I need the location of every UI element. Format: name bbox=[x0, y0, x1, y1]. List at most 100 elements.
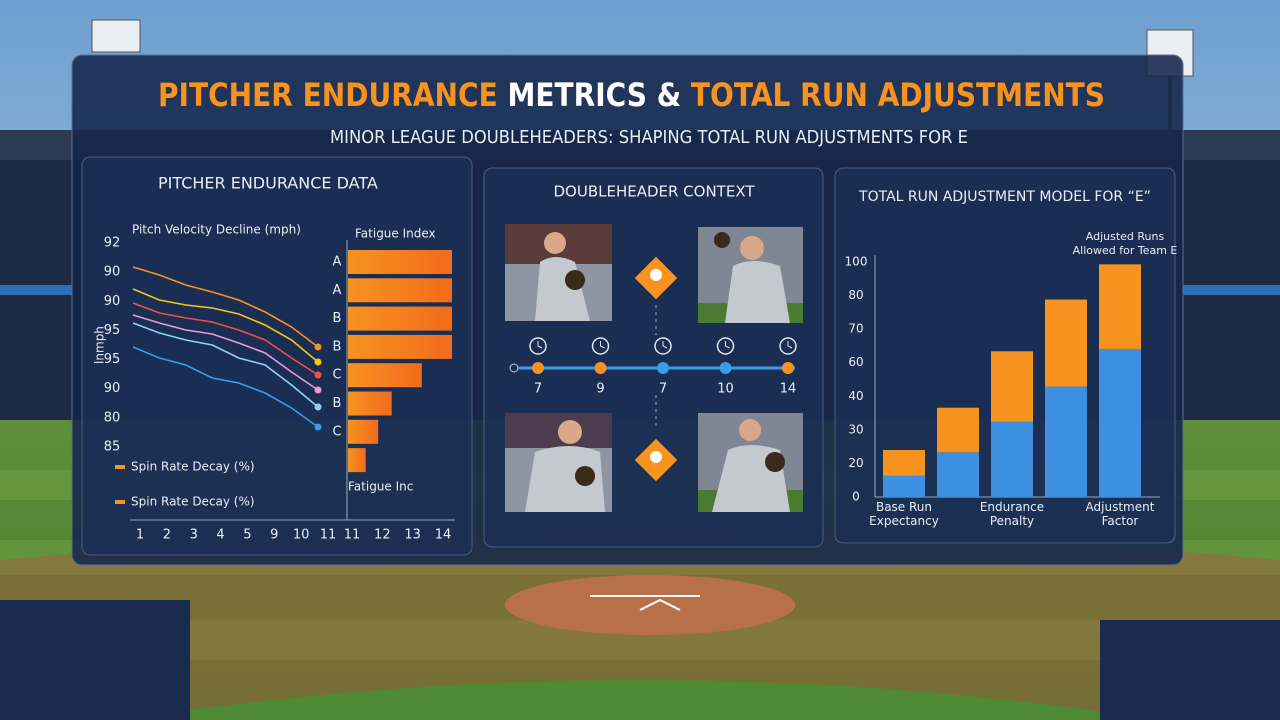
bar-segment bbox=[991, 351, 1033, 422]
legend-label: Spin Rate Decay (%) bbox=[131, 495, 255, 509]
x-tick-label: 3 bbox=[190, 528, 198, 543]
y-tick-label: 90 bbox=[104, 265, 121, 280]
bar-segment bbox=[937, 452, 979, 497]
line bbox=[132, 314, 319, 391]
timeline-label: 9 bbox=[596, 382, 604, 397]
y-tick-label: 92 bbox=[104, 236, 121, 251]
category-label: C bbox=[332, 424, 341, 439]
category-label: B bbox=[333, 311, 342, 326]
chart-subtitle: Pitch Velocity Decline (mph) bbox=[132, 223, 301, 237]
legend-swatch bbox=[115, 500, 125, 504]
legend-label: Spin Rate Decay (%) bbox=[131, 460, 255, 474]
photo bbox=[698, 413, 803, 512]
clock bbox=[529, 337, 547, 355]
subtitle: MINOR LEAGUE DOUBLEHEADERS: SHAPING TOTA… bbox=[330, 127, 968, 148]
y-tick-label: 0 bbox=[852, 490, 860, 504]
legend-label: Adjusted Runs Allowed for Team E bbox=[1072, 230, 1178, 257]
bar-segment bbox=[1099, 348, 1141, 497]
line bbox=[132, 346, 319, 428]
line bbox=[132, 302, 319, 376]
panel-title: TOTAL RUN ADJUSTMENT MODEL FOR “E” bbox=[858, 189, 1151, 205]
x-tick-label: 12 bbox=[374, 528, 391, 543]
y-tick-label: 30 bbox=[848, 422, 863, 436]
y-tick-label: 80 bbox=[848, 288, 863, 302]
x-tick-label: 10 bbox=[293, 528, 310, 543]
legend-swatch bbox=[115, 465, 125, 469]
timeline-dot bbox=[657, 362, 669, 374]
timeline-label: 7 bbox=[659, 382, 667, 397]
photo bbox=[505, 224, 612, 321]
y-tick-label: 95 bbox=[104, 323, 121, 338]
clock bbox=[779, 337, 797, 355]
y-tick-label: 60 bbox=[848, 355, 863, 369]
x-tick-label: 11 bbox=[344, 528, 361, 543]
line bbox=[132, 288, 319, 363]
category-label: Base Run Expectancy bbox=[869, 500, 939, 528]
x-tick-label: 11 bbox=[320, 528, 337, 543]
end-dot bbox=[314, 386, 322, 394]
y-tick-label: 100 bbox=[845, 255, 868, 269]
end-dot bbox=[314, 423, 322, 431]
timeline-dot bbox=[782, 362, 794, 374]
line bbox=[132, 322, 319, 408]
title-part: PITCHER ENDURANCE bbox=[158, 76, 498, 114]
photos bbox=[505, 224, 803, 512]
bar-segment bbox=[883, 450, 925, 476]
y-tick-label: 40 bbox=[848, 389, 863, 403]
end-dot bbox=[314, 343, 322, 351]
bar-segment bbox=[991, 421, 1033, 497]
clock bbox=[591, 337, 610, 355]
bar-segment bbox=[1099, 264, 1141, 349]
line bbox=[132, 266, 319, 348]
title-part: METRICS & bbox=[507, 76, 681, 114]
y-tick-label: 85 bbox=[104, 440, 121, 455]
bar-segment bbox=[937, 407, 979, 453]
bar bbox=[348, 278, 452, 303]
y-tick-label: 95 bbox=[104, 352, 121, 367]
end-dot bbox=[314, 403, 322, 411]
bar bbox=[348, 448, 366, 473]
category-label: B bbox=[333, 396, 342, 411]
clock-hands bbox=[787, 341, 793, 349]
y-tick-label: 90 bbox=[104, 381, 121, 396]
clock-hands bbox=[725, 341, 730, 349]
bar bbox=[348, 334, 452, 359]
title: PITCHER ENDURANCE METRICS & TOTAL RUN AD… bbox=[158, 76, 1105, 114]
clock bbox=[654, 337, 672, 355]
clock-hands bbox=[600, 341, 605, 349]
photo bbox=[505, 413, 612, 512]
timeline-label: 10 bbox=[717, 382, 734, 397]
clock bbox=[716, 337, 735, 355]
bar bbox=[348, 363, 422, 388]
y-tick-label: 20 bbox=[848, 456, 863, 470]
y-tick-label: 90 bbox=[104, 294, 121, 309]
x-tick-label: 5 bbox=[243, 528, 251, 543]
timeline-dot bbox=[594, 362, 607, 374]
timeline-label: 14 bbox=[780, 382, 797, 397]
timeline-dot bbox=[719, 362, 732, 374]
bar bbox=[348, 306, 452, 331]
chart-title: Fatigue Index bbox=[355, 227, 436, 241]
category-label: A bbox=[333, 283, 342, 298]
x-tick-label: 9 bbox=[270, 528, 278, 543]
bar bbox=[348, 250, 452, 274]
clock-hands bbox=[537, 341, 543, 349]
clock-hands bbox=[662, 341, 668, 349]
y-tick-label: 80 bbox=[104, 410, 121, 425]
category-label: Endurance Penalty bbox=[979, 500, 1045, 528]
photo bbox=[698, 227, 803, 323]
end-dot bbox=[314, 358, 322, 366]
category-label: Adjustment Factor bbox=[1085, 500, 1155, 528]
category-label: C bbox=[332, 368, 341, 383]
y-tick-label: 70 bbox=[848, 322, 863, 336]
x-tick-label: 13 bbox=[404, 528, 421, 543]
y-axis-label: lnmph bbox=[93, 326, 107, 364]
title-part: TOTAL RUN ADJUSTMENTS bbox=[691, 76, 1105, 114]
bar-segment bbox=[1045, 386, 1087, 497]
category-label: A bbox=[333, 255, 342, 270]
x-tick-label: 14 bbox=[435, 528, 452, 543]
bar-segment bbox=[1045, 299, 1087, 387]
bar bbox=[348, 391, 392, 416]
x-tick-label: 1 bbox=[136, 528, 144, 543]
